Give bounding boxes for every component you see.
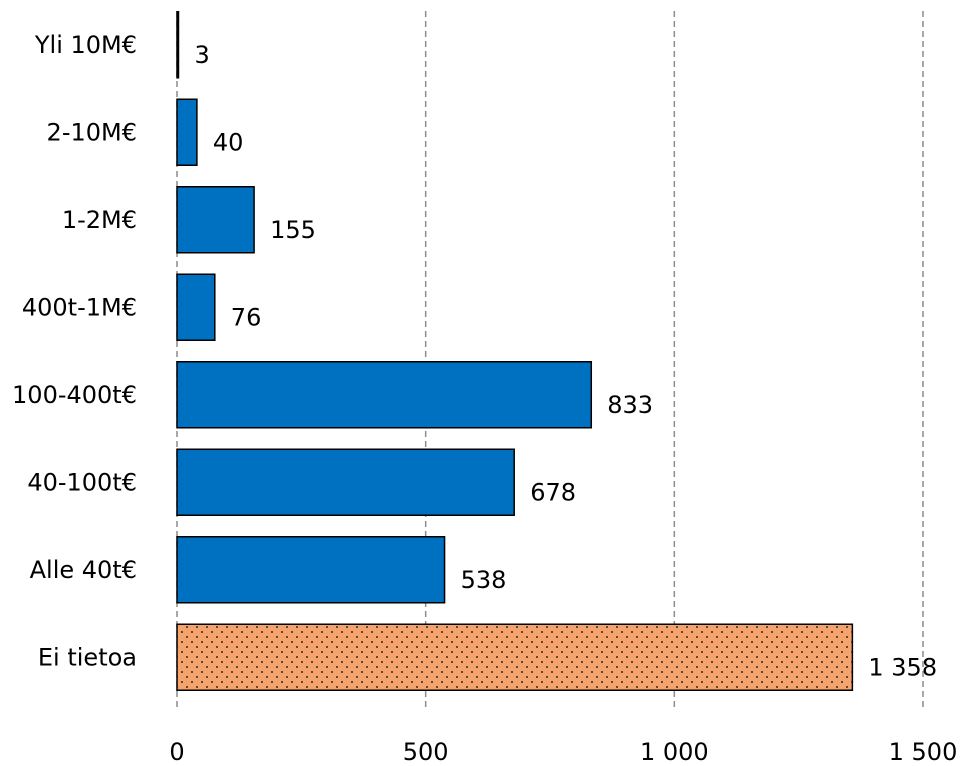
- bar: [176, 11, 180, 79]
- category-label: Yli 10M€: [34, 31, 137, 59]
- value-label: 1 358: [868, 653, 937, 681]
- value-label: 678: [530, 478, 576, 506]
- category-label: 100-400t€: [12, 381, 137, 409]
- value-label: 76: [231, 303, 262, 331]
- category-label: 40-100t€: [27, 468, 137, 496]
- bar: [176, 361, 593, 429]
- bar: [176, 98, 198, 166]
- bars: [176, 11, 854, 691]
- value-label: 3: [194, 41, 209, 69]
- x-tick-label: 1 500: [889, 738, 958, 766]
- category-label: Alle 40t€: [30, 556, 137, 584]
- bar: [176, 536, 446, 604]
- bar: [176, 186, 255, 254]
- x-tick-label: 0: [169, 738, 184, 766]
- value-label: 833: [607, 391, 653, 419]
- value-label: 40: [213, 128, 244, 156]
- value-label: 538: [461, 566, 507, 594]
- x-tick-label: 500: [403, 738, 449, 766]
- x-tick-label: 1 000: [640, 738, 709, 766]
- category-label: 2-10M€: [47, 118, 137, 146]
- category-label: Ei tietoa: [38, 643, 137, 671]
- value-label: 155: [270, 216, 316, 244]
- labels: 0 500 1 000 1 500 Yli 10M€ 3 2-10M€ 40 1-2M€ 155 4…: [12, 31, 957, 766]
- category-label: 400t-1M€: [22, 293, 137, 321]
- bar: [176, 623, 854, 691]
- bar: [176, 273, 216, 341]
- bar: [176, 448, 515, 516]
- category-label: 1-2M€: [62, 206, 137, 234]
